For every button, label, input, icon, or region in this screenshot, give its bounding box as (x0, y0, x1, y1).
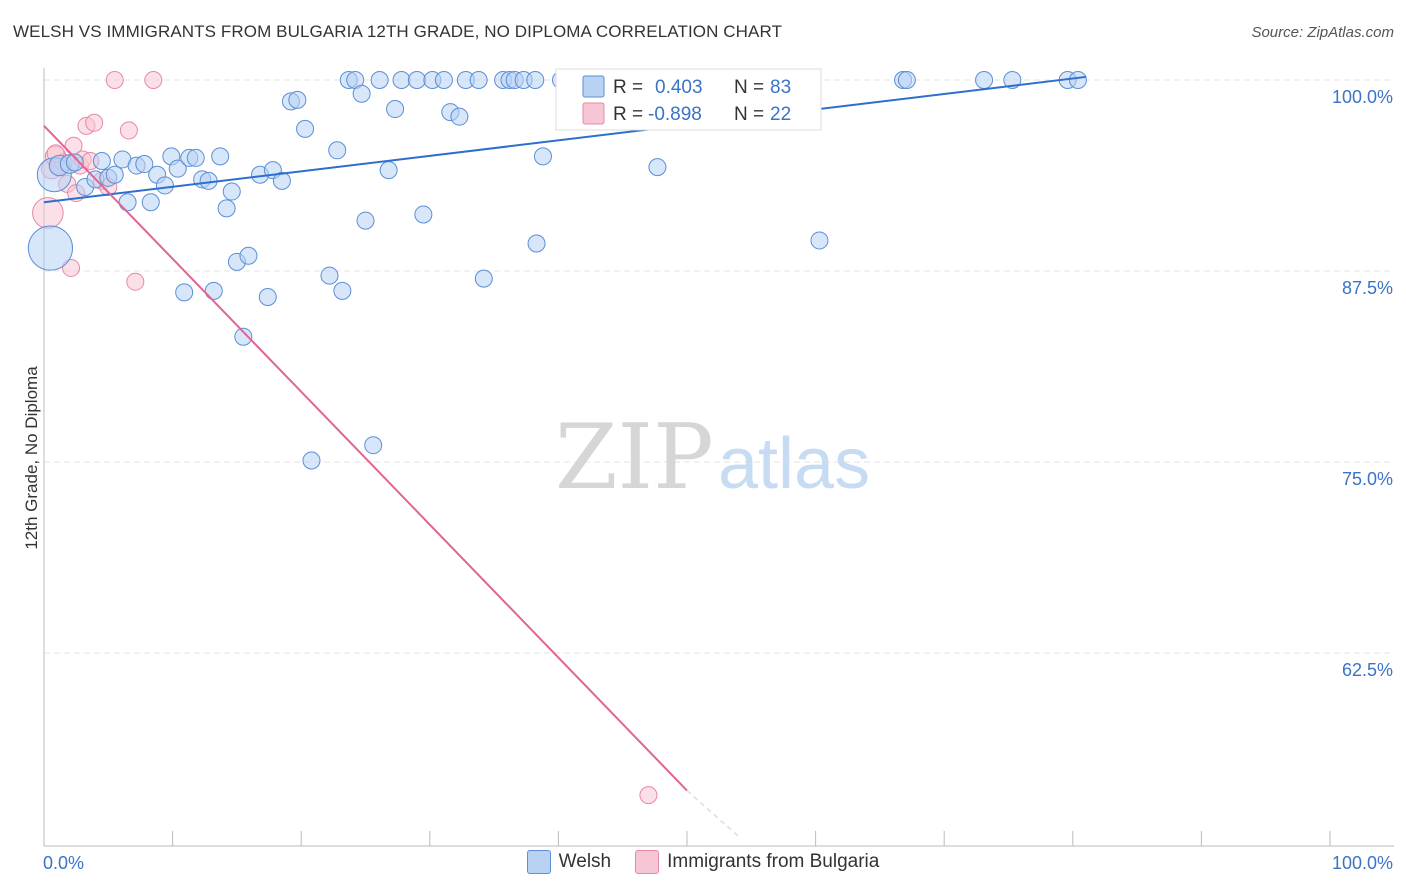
welsh-point-29 (234, 327, 253, 346)
bulgaria-stats-swatch (582, 102, 605, 125)
welsh-n-value: 83 (770, 77, 791, 98)
welsh-point-9 (105, 165, 124, 184)
welsh-n-label: N = (734, 77, 764, 98)
bulgaria-n-value: 22 (770, 104, 791, 125)
welsh-point-52 (414, 205, 433, 224)
welsh-stats-swatch (582, 75, 605, 98)
legend-label-bulgaria: Immigrants from Bulgaria (667, 851, 880, 872)
bulgaria-trend-line (43, 125, 688, 792)
y-tick-label-3: 62.5% (1342, 660, 1393, 680)
x-tick-label-0: 0.0% (43, 853, 84, 873)
welsh-point-78 (897, 71, 916, 89)
welsh-point-44 (352, 84, 371, 103)
bulgaria-point-16 (105, 71, 124, 89)
welsh-point-0 (27, 225, 74, 271)
welsh-point-4 (65, 153, 84, 172)
bulgaria-point-17 (119, 121, 138, 140)
stats-box: R = 0.403 N = 83 R = -0.898 N = 22 (555, 68, 822, 131)
watermark-zip: ZIP (555, 405, 714, 510)
welsh-point-75 (648, 158, 667, 177)
tick-labels: 100.0% 87.5% 75.0% 62.5% 0.0% 100.0% (43, 87, 1393, 873)
welsh-r-value: 0.403 (655, 77, 703, 98)
watermark-atlas: atlas (718, 424, 870, 504)
bulgaria-n-label: N = (734, 104, 764, 125)
welsh-point-65 (527, 234, 546, 253)
welsh-point-46 (364, 436, 383, 455)
legend-item-welsh[interactable]: Welsh (526, 850, 612, 874)
welsh-trend-line (43, 75, 1086, 204)
welsh-point-37 (296, 119, 315, 138)
welsh-r-label: R = (613, 77, 643, 98)
welsh-point-26 (217, 199, 236, 218)
bulgaria-trend-extension (686, 789, 739, 837)
watermark: ZIP atlas (555, 405, 870, 510)
y-tick-label-0: 100.0% (1332, 87, 1393, 107)
welsh-point-41 (333, 281, 352, 300)
welsh-point-49 (386, 100, 405, 119)
welsh-point-45 (356, 211, 375, 230)
bulgaria-point-19 (144, 71, 163, 89)
grid-lines (44, 79, 1394, 654)
welsh-point-7 (92, 151, 111, 170)
welsh-point-34 (272, 171, 291, 190)
welsh-point-36 (288, 90, 307, 109)
bulgaria-point-13 (85, 113, 104, 132)
welsh-point-79 (975, 71, 994, 89)
welsh-point-32 (258, 287, 277, 306)
legend-item-bulgaria[interactable]: Immigrants from Bulgaria (635, 850, 879, 874)
welsh-point-25 (211, 147, 230, 166)
welsh-point-18 (168, 159, 187, 178)
welsh-point-38 (302, 451, 321, 470)
chart-title: WELSH VS IMMIGRANTS FROM BULGARIA 12TH G… (13, 22, 783, 41)
welsh-point-48 (379, 161, 398, 180)
welsh-point-14 (141, 193, 160, 212)
welsh-point-19 (175, 283, 194, 302)
welsh-point-76 (810, 231, 829, 250)
welsh-point-30 (239, 246, 258, 265)
welsh-point-27 (222, 182, 241, 201)
bulgaria-point-20 (639, 786, 658, 805)
x-tick-label-1: 100.0% (1332, 853, 1393, 873)
chart-legend: Welsh Immigrants from Bulgaria (0, 850, 1406, 874)
welsh-point-56 (450, 107, 469, 126)
welsh-point-66 (533, 147, 552, 166)
bulgaria-r-label: R = (613, 104, 643, 125)
y-axis-label: 12th Grade, No Diploma (22, 366, 41, 550)
welsh-point-50 (392, 71, 411, 89)
welsh-point-21 (186, 148, 205, 167)
welsh-point-16 (155, 176, 174, 195)
welsh-point-54 (434, 71, 453, 89)
welsh-point-24 (204, 281, 223, 300)
welsh-point-13 (135, 155, 154, 174)
welsh-point-82 (1068, 71, 1087, 89)
bulgaria-r-value: -0.898 (648, 104, 702, 125)
welsh-point-59 (474, 269, 493, 288)
source-label: Source: ZipAtlas.com (1251, 24, 1394, 41)
welsh-point-40 (328, 141, 347, 160)
y-tick-label-1: 87.5% (1342, 278, 1393, 298)
welsh-point-64 (526, 71, 545, 89)
legend-swatch-welsh (526, 850, 551, 874)
welsh-point-51 (407, 71, 426, 89)
welsh-point-11 (118, 193, 137, 212)
y-tick-label-2: 75.0% (1342, 469, 1393, 489)
welsh-point-47 (370, 71, 389, 89)
legend-swatch-bulgaria (635, 850, 660, 874)
welsh-point-39 (320, 266, 339, 285)
welsh-point-58 (469, 71, 488, 89)
legend-label-welsh: Welsh (558, 851, 612, 872)
bulgaria-point-18 (126, 272, 145, 291)
trend-lines (43, 75, 1086, 837)
